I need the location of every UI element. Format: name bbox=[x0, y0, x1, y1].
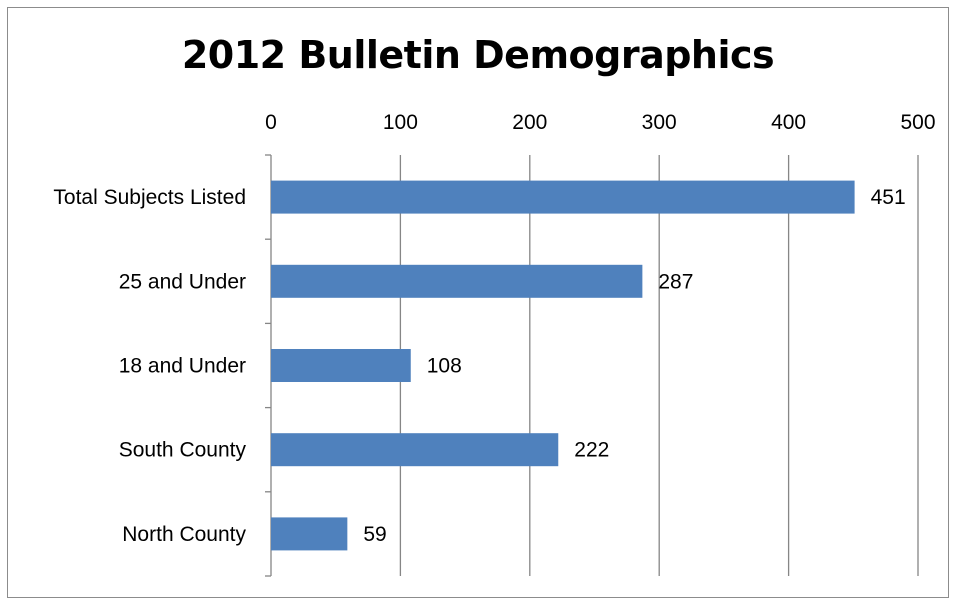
category-label: Total Subjects Listed bbox=[53, 186, 246, 209]
x-tick-label: 200 bbox=[512, 111, 547, 134]
gridlines bbox=[399, 155, 919, 576]
bar bbox=[271, 433, 559, 467]
category-labels: Total Subjects Listed 25 and Under 18 and … bbox=[53, 186, 246, 546]
category-label: 18 and Under bbox=[119, 355, 246, 378]
category-label: South County bbox=[119, 439, 247, 462]
data-label: 222 bbox=[574, 439, 609, 462]
data-label: 287 bbox=[658, 270, 693, 293]
category-axis bbox=[265, 154, 272, 577]
x-tick-label: 0 bbox=[265, 111, 277, 134]
x-tick-label: 100 bbox=[383, 111, 418, 134]
category-label: North County bbox=[122, 523, 246, 546]
data-label: 451 bbox=[871, 186, 906, 209]
chart-frame bbox=[7, 7, 949, 598]
bar bbox=[271, 180, 855, 214]
data-label: 108 bbox=[427, 355, 462, 378]
bar bbox=[271, 349, 411, 382]
data-label: 59 bbox=[363, 523, 386, 546]
category-label: 25 and Under bbox=[119, 270, 246, 293]
bars bbox=[271, 180, 855, 551]
value-tick-labels: 0 100 200 300 400 500 bbox=[265, 111, 935, 134]
x-tick-label: 400 bbox=[771, 111, 806, 134]
x-tick-label: 300 bbox=[642, 111, 677, 134]
x-tick-label: 500 bbox=[900, 111, 935, 134]
chart-title: 2012 Bulletin Demographics bbox=[181, 33, 775, 77]
data-labels: 451 287 108 222 59 bbox=[363, 186, 905, 546]
bar bbox=[271, 264, 643, 298]
bar bbox=[271, 517, 348, 551]
